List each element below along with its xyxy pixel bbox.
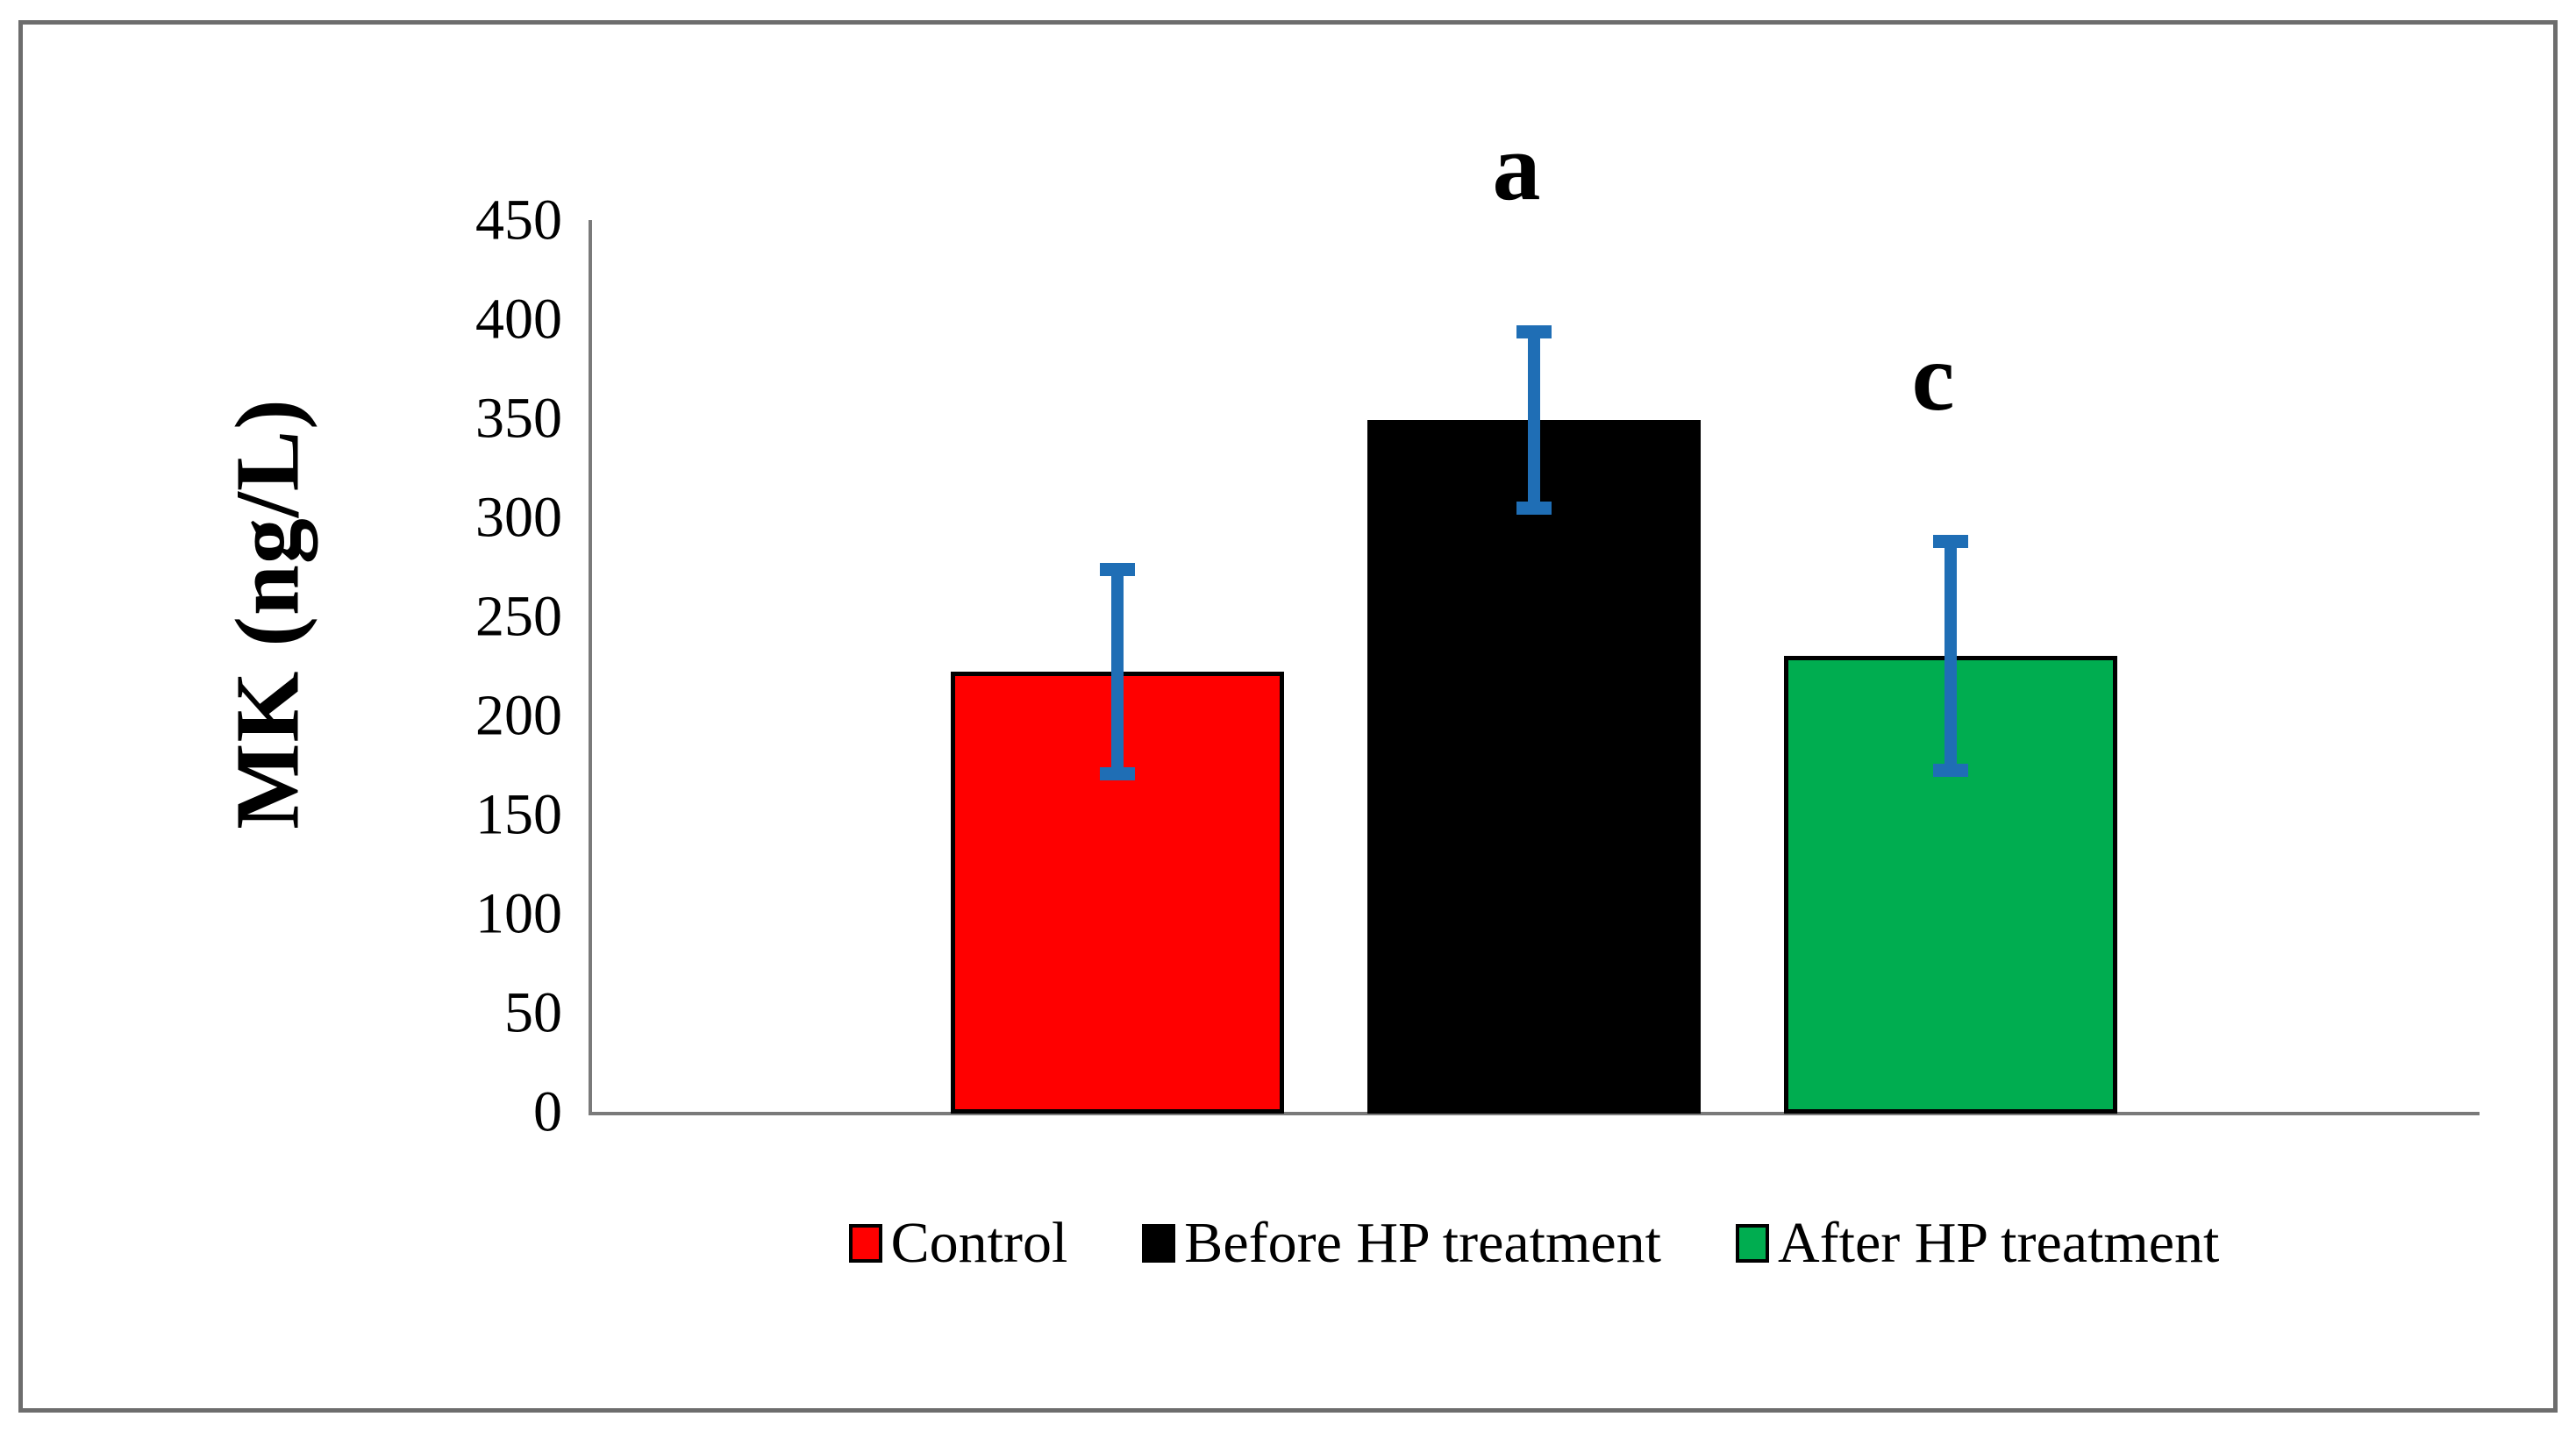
y-axis-line: [589, 220, 592, 1115]
legend: Control Before HP treatment After HP treat…: [589, 1208, 2480, 1278]
error-bar-cap-top: [1100, 562, 1135, 576]
y-tick-label: 300: [475, 485, 562, 550]
legend-label: After HP treatment: [1778, 1211, 2220, 1275]
error-bar-cap-bottom: [1933, 763, 1968, 777]
legend-label: Control: [890, 1211, 1068, 1275]
y-tick-label: 450: [475, 188, 562, 253]
y-axis-title: MK (ng/L): [217, 398, 318, 829]
error-bar-cap-top: [1516, 324, 1552, 338]
significance-letter-c: c: [1911, 323, 1955, 431]
significance-letter-a: a: [1492, 113, 1541, 221]
y-tick-label: 250: [475, 584, 562, 649]
error-bar-line: [1528, 324, 1540, 516]
error-bar-line: [1944, 535, 1957, 777]
bar-before-hp-treatment: [1367, 420, 1701, 1114]
y-tick-label: 200: [475, 683, 562, 748]
y-tick-label: 350: [475, 386, 562, 451]
x-axis-line: [589, 1112, 2480, 1115]
y-tick-label: 400: [475, 287, 562, 352]
error-bar-cap-top: [1933, 535, 1968, 549]
y-tick-label: 50: [504, 980, 562, 1045]
legend-swatch: [1142, 1224, 1176, 1263]
legend-label: Before HP treatment: [1184, 1211, 1661, 1275]
error-bar-line: [1111, 562, 1124, 781]
legend-item-after-hp-treatment: After HP treatment: [1736, 1214, 2219, 1272]
y-tick-label: 100: [475, 881, 562, 946]
error-bar-cap-bottom: [1516, 502, 1552, 516]
y-tick-label: 0: [533, 1079, 562, 1144]
legend-swatch: [848, 1224, 882, 1263]
error-bar-cap-bottom: [1100, 767, 1135, 781]
legend-swatch: [1736, 1224, 1769, 1263]
legend-item-control: Control: [848, 1211, 1068, 1275]
y-tick-label: 150: [475, 782, 562, 847]
legend-item-before-hp-treatment: Before HP treatment: [1142, 1214, 1661, 1272]
